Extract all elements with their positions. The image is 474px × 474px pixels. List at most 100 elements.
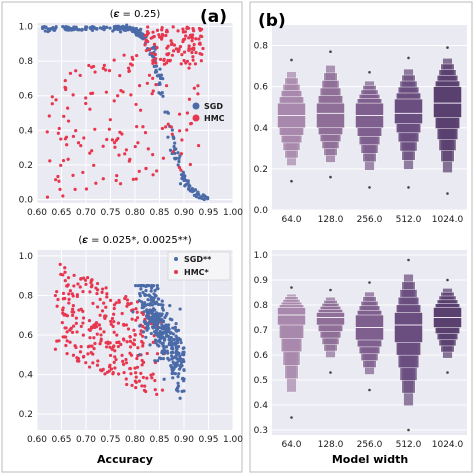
hmc-point (133, 366, 137, 370)
sgd-point (174, 321, 178, 326)
legend-hmc-marker (192, 114, 200, 122)
sgd-point (170, 318, 174, 322)
sgd-point (170, 128, 174, 132)
sgd-point (161, 308, 165, 312)
hmc-point (79, 345, 83, 349)
sgd-point (178, 354, 182, 358)
sgd-point (161, 303, 165, 307)
hmc-point (59, 163, 63, 167)
hmc-point (125, 304, 129, 308)
sgd-point (158, 337, 162, 341)
hmc-point (75, 359, 80, 363)
hmc-point (180, 138, 184, 142)
hmc-point (127, 69, 131, 74)
b1-outlier (290, 179, 293, 183)
hmc-point (79, 144, 83, 148)
b2-outlier (329, 288, 332, 292)
hmc-point (92, 336, 96, 340)
sgd-point (141, 330, 146, 334)
hmc-point (154, 57, 158, 61)
hmc-point (122, 371, 126, 375)
sgd-point (169, 335, 173, 340)
legend-hmc-label: HMC (204, 114, 225, 123)
hmc-point (90, 278, 94, 282)
hmc-point (140, 339, 144, 344)
sgd-point (80, 27, 84, 32)
hmc-point (74, 69, 78, 73)
hmc-point (165, 28, 169, 32)
hmc-point (71, 307, 75, 311)
hmc-point (93, 70, 97, 74)
sgd-point (154, 68, 158, 72)
hmc-point (66, 276, 71, 280)
hmc-point (181, 38, 185, 42)
b1-outlier (329, 50, 332, 54)
a2-xtick-label: 1.00 (223, 435, 243, 445)
sgd-point (94, 26, 99, 31)
hmc-point (135, 125, 139, 129)
hmc-point (128, 345, 133, 349)
sgd-point (145, 284, 149, 288)
b2-ytick-label: 0.5 (254, 376, 268, 386)
b1-ytick-label: 0.4 (254, 124, 269, 134)
b1-outlier (329, 175, 332, 179)
sgd-point (108, 26, 112, 30)
hmc-point (187, 44, 191, 48)
sgd-point (144, 289, 148, 293)
hmc-point (134, 371, 138, 375)
legend-a2: SGD** HMC* (167, 251, 231, 281)
hmc-point (120, 353, 124, 357)
sgd-point (115, 24, 119, 29)
sgd-point (172, 144, 176, 149)
hmc-point (172, 43, 177, 47)
hmc-point (187, 46, 191, 51)
sgd-point (146, 302, 150, 307)
hmc-point (73, 344, 77, 348)
hmc-point (191, 55, 195, 59)
hmc-point (83, 278, 88, 282)
a2-xtick-label: 0.90 (174, 435, 194, 445)
sgd-point (149, 284, 154, 288)
hmc-point (166, 44, 170, 48)
hmc-point (190, 33, 195, 37)
hmc-point (121, 362, 126, 366)
sgd-point (151, 325, 155, 329)
chart-a1-title: (𝜺 = 0.25) (110, 9, 161, 20)
hmc-point (65, 352, 69, 356)
hmc-point (194, 50, 198, 55)
b2-boxen-level (316, 312, 345, 326)
hmc-point (136, 141, 140, 145)
hmc-point (53, 347, 58, 351)
hmc-point (120, 132, 124, 136)
sgd-point (155, 328, 159, 332)
sgd-point (136, 29, 140, 33)
sgd-point (54, 26, 58, 30)
hmc-point (121, 359, 125, 363)
sgd-point (156, 359, 160, 363)
hmc-point (64, 326, 68, 330)
sgd-point (180, 352, 185, 357)
sgd-point (171, 332, 176, 336)
hmc-point (73, 187, 77, 191)
sgd-point (167, 334, 171, 339)
hmc-point (119, 342, 123, 347)
b2-outlier (446, 371, 449, 374)
hmc-point (98, 368, 103, 372)
hmc-point (103, 372, 107, 376)
sgd-point (177, 372, 181, 376)
hmc-point (105, 295, 109, 299)
b2-ytick-label: 0.7 (254, 326, 268, 336)
b1-xtick-label: 64.0 (281, 215, 301, 225)
hmc-point (109, 367, 114, 371)
hmc-point (134, 386, 138, 390)
hmc-point (78, 350, 83, 354)
sgd-point (131, 29, 135, 34)
hmc-point (134, 380, 138, 384)
hmc-point (161, 156, 165, 160)
hmc-point (170, 132, 174, 136)
hmc-point (59, 137, 63, 141)
sgd-point (170, 357, 174, 361)
hmc-point (66, 283, 70, 287)
hmc-point (86, 352, 90, 356)
sgd-point (160, 299, 164, 303)
